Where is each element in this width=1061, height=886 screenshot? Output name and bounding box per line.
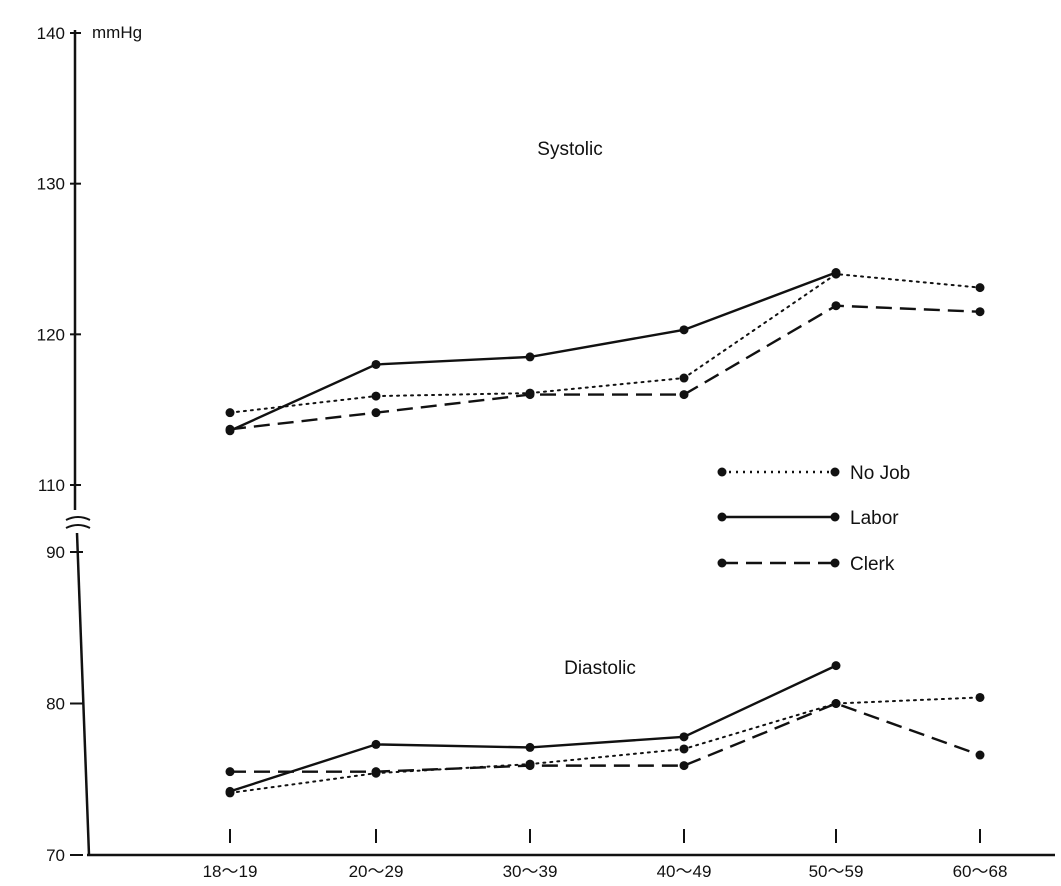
data-point-clerk — [525, 390, 535, 400]
data-point-clerk — [679, 390, 689, 400]
data-point-labor — [679, 732, 689, 742]
data-point-clerk — [525, 761, 535, 771]
data-point-labor — [371, 739, 381, 749]
data-point-labor — [831, 661, 841, 671]
series-line-clerk-diastolic — [230, 702, 981, 773]
legend-label-clerk: Clerk — [850, 554, 895, 575]
data-point-no-job — [679, 744, 689, 754]
data-point-no-job — [225, 408, 235, 418]
data-point-clerk — [225, 424, 235, 434]
y-tick-label: 70 — [46, 846, 65, 865]
series-line-clerk-systolic — [229, 304, 981, 431]
series-line-labor-systolic — [229, 271, 837, 432]
data-point-labor — [679, 325, 689, 335]
legend-label-labor: Labor — [850, 508, 899, 529]
legend-marker — [830, 558, 840, 568]
legend-label-no-job: No Job — [850, 463, 910, 484]
data-point-labor — [371, 359, 381, 369]
y-tick-label: 90 — [46, 543, 65, 562]
data-point-clerk — [831, 301, 841, 311]
x-tick-label: 20～29 — [349, 862, 404, 881]
panel-title-systolic: Systolic — [537, 139, 602, 160]
y-unit-label: mmHg — [92, 23, 142, 42]
y-tick-label: 110 — [38, 476, 65, 495]
legend-marker — [717, 558, 727, 568]
data-point-labor — [525, 352, 535, 362]
series-line-labor-diastolic — [229, 664, 837, 793]
x-tick-label: 18～19 — [203, 862, 258, 881]
series-line-no-job-systolic — [229, 273, 981, 414]
series-line-no-job-diastolic — [229, 696, 981, 794]
x-tick-label: 30～39 — [503, 862, 558, 881]
data-point-labor — [831, 268, 841, 278]
axis-break-mark — [65, 516, 91, 529]
legend-marker — [717, 467, 727, 477]
x-tick-label: 50～59 — [809, 862, 864, 881]
data-point-clerk — [371, 767, 381, 777]
y-tick-label: 130 — [37, 175, 65, 194]
y-tick-label: 80 — [46, 695, 65, 714]
data-point-no-job — [975, 692, 985, 702]
data-point-clerk — [975, 307, 985, 317]
data-point-labor — [525, 742, 535, 752]
data-point-no-job — [975, 283, 985, 293]
data-point-clerk — [679, 761, 689, 771]
y-tick-label: 140 — [37, 24, 65, 43]
y-axis-lower — [75, 532, 91, 856]
data-point-clerk — [371, 408, 381, 418]
data-point-clerk — [975, 750, 985, 760]
data-point-labor — [225, 786, 235, 796]
x-tick-label: 40～49 — [657, 862, 712, 881]
legend-marker — [830, 512, 840, 522]
data-point-clerk — [225, 767, 235, 777]
y-tick-label: 120 — [37, 325, 65, 344]
panel-title-diastolic: Diastolic — [564, 658, 636, 679]
data-point-clerk — [831, 699, 841, 708]
data-point-no-job — [371, 391, 381, 401]
legend-marker — [830, 467, 840, 477]
legend-marker — [717, 512, 727, 522]
x-tick-label: 60～68 — [953, 862, 1008, 881]
data-point-no-job — [679, 373, 689, 383]
